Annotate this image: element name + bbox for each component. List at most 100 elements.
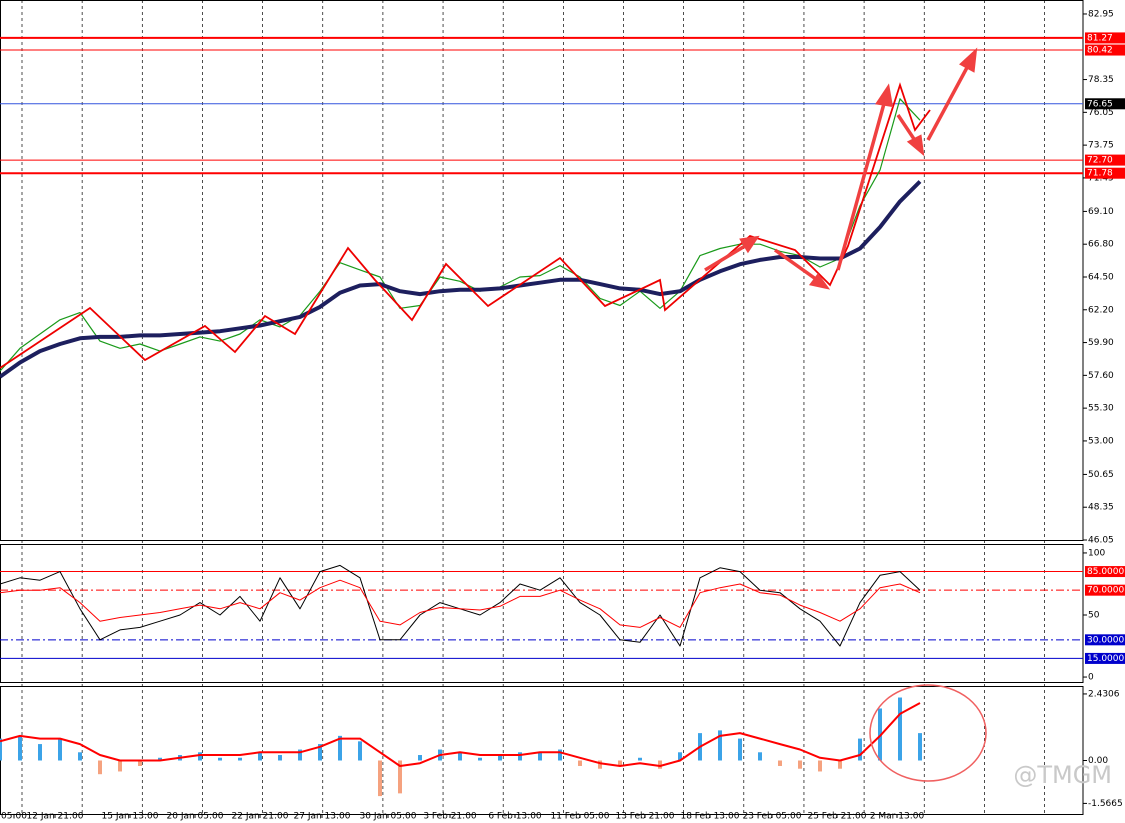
- x-tick-label: 30 Jan 05:00: [360, 812, 417, 822]
- histogram-bar: [558, 749, 562, 761]
- level-label: 81.27: [1087, 33, 1113, 43]
- y-tick-label: 0: [1088, 673, 1094, 683]
- x-tick-label: 13 Feb 21:00: [615, 812, 674, 822]
- level-label: 76.65: [1087, 99, 1113, 109]
- histogram-bar: [758, 752, 762, 761]
- histogram-bar: [858, 738, 862, 761]
- histogram-bar: [458, 752, 462, 761]
- level-badge: [1085, 44, 1125, 56]
- histogram-bar: [298, 749, 302, 761]
- level-label: 80.42: [1087, 46, 1113, 56]
- histogram-bar: [598, 760, 602, 769]
- histogram-bar: [778, 760, 782, 766]
- histogram-bar: [118, 760, 122, 772]
- histogram-bar: [478, 757, 482, 761]
- y-tick-label: 82.95: [1088, 9, 1114, 19]
- y-tick-label: 55.30: [1088, 404, 1114, 414]
- y-tick-label: 50: [1088, 610, 1100, 620]
- histogram-bar: [218, 757, 222, 761]
- x-tick-label: 11 Feb 05:00: [550, 812, 609, 822]
- level-label: 85.0000: [1087, 567, 1124, 577]
- histogram-bar: [578, 760, 582, 766]
- panel-border: [0, 0, 1084, 541]
- y-tick-label: 0.00: [1088, 756, 1108, 766]
- histogram-bar: [258, 752, 262, 761]
- histogram-bar: [138, 760, 142, 766]
- x-tick-label: 3 Feb 21:00: [423, 812, 477, 822]
- histogram-bar: [18, 735, 22, 761]
- level-label: 15.0000: [1087, 654, 1124, 664]
- level-label: 30.0000: [1087, 635, 1124, 645]
- histogram-bar: [38, 744, 42, 761]
- histogram-bar: [0, 738, 2, 761]
- arrows: [704, 47, 978, 290]
- level-badge: [1085, 32, 1125, 44]
- y-tick-label: 50.65: [1088, 470, 1114, 480]
- level-badge: [1085, 584, 1125, 596]
- x-tick-label: 05:00: [1, 812, 27, 822]
- histogram-bar: [418, 755, 422, 761]
- series-line: [0, 702, 921, 767]
- level-badge: [1085, 652, 1125, 664]
- histogram-bar: [158, 757, 162, 761]
- histogram-bar: [198, 752, 202, 761]
- histogram-bar: [618, 760, 622, 766]
- histogram-bar: [338, 735, 342, 761]
- level-badge: [1085, 154, 1125, 166]
- y-tick-label: 46.05: [1088, 536, 1114, 546]
- panel-border: [0, 544, 1084, 683]
- y-tick-label: 66.80: [1088, 240, 1114, 250]
- histogram-bar: [678, 752, 682, 761]
- y-tick-label: 2.4306: [1088, 689, 1120, 699]
- histogram-bar: [318, 744, 322, 761]
- histogram-bar: [98, 760, 102, 775]
- histogram-bar: [278, 755, 282, 761]
- level-label: 72.70: [1087, 156, 1113, 166]
- level-badge: [1085, 98, 1125, 110]
- histogram-bar: [638, 757, 642, 761]
- x-tick-label: 22 Jan 21:00: [232, 812, 289, 822]
- y-tick-label: 69.10: [1088, 207, 1114, 217]
- level-label: 71.78: [1087, 169, 1113, 179]
- y-tick-label: 64.50: [1088, 272, 1114, 282]
- histogram-bar: [658, 760, 662, 769]
- histogram-bar: [918, 733, 922, 761]
- y-tick-label: 48.35: [1088, 503, 1114, 513]
- x-tick-label: 15 Jan 13:00: [102, 812, 159, 822]
- histogram-bar: [238, 757, 242, 761]
- histogram-bar: [518, 752, 522, 761]
- y-tick-label: 78.35: [1088, 75, 1114, 85]
- y-tick-label: 100: [1088, 548, 1105, 558]
- annotations: [0, 47, 987, 782]
- level-label: 70.0000: [1087, 586, 1124, 596]
- histogram-bar: [398, 760, 402, 794]
- histogram-bar: [538, 752, 542, 761]
- histogram-bar: [898, 697, 902, 761]
- histogram-bar: [378, 760, 382, 797]
- x-tick-label: 23 Feb 05:00: [742, 812, 801, 822]
- level-badge: [1085, 167, 1125, 179]
- histogram-bar: [738, 738, 742, 761]
- y-tick-label: 53.00: [1088, 436, 1114, 446]
- series-line: [0, 98, 921, 372]
- histogram-bar: [58, 738, 62, 761]
- histogram-bar: [818, 760, 822, 772]
- histogram-bar: [838, 760, 842, 769]
- histogram-bar: [358, 741, 362, 761]
- histogram-bar: [498, 755, 502, 761]
- level-badge: [1085, 566, 1125, 578]
- y-tick-label: 62.20: [1088, 305, 1114, 315]
- watermark: @TMGM: [1013, 761, 1112, 789]
- histogram-bar: [78, 752, 82, 761]
- y-tick-label: -1.5665: [1088, 799, 1123, 809]
- x-tick-label: 27 Jan 13:00: [294, 812, 351, 822]
- y-tick-label: 59.90: [1088, 338, 1114, 348]
- x-tick-label: 25 Feb 21:00: [807, 812, 866, 822]
- x-tick-label: 18 Feb 13:00: [680, 812, 739, 822]
- series-line: [0, 180, 922, 379]
- zigzag: [0, 82, 931, 369]
- level-badge: [1085, 634, 1125, 646]
- x-tick-label: 2 Mar 13:00: [870, 812, 925, 822]
